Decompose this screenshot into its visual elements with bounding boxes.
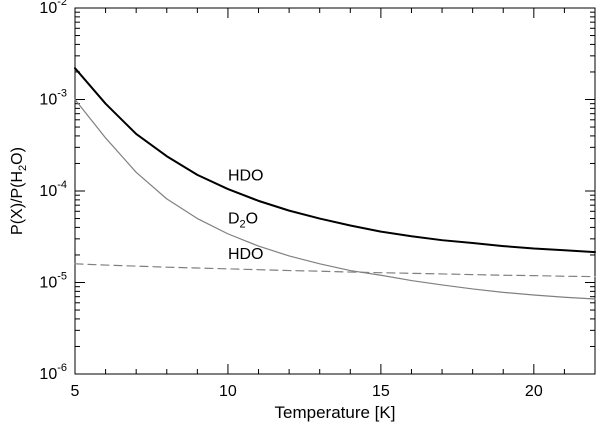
y-tick-exponent: -6 bbox=[57, 362, 67, 374]
x-tick-label: 10 bbox=[219, 383, 237, 400]
annotation-suffix: O bbox=[246, 211, 258, 228]
y-tick-label: 10-6 bbox=[39, 362, 67, 383]
y-tick-exponent: -3 bbox=[57, 88, 67, 100]
series-line-2 bbox=[74, 263, 596, 278]
series-annotation-0: HDO bbox=[228, 168, 264, 185]
annotation-sub: 2 bbox=[240, 219, 246, 231]
y-axis-label-suffix: O) bbox=[9, 147, 26, 165]
y-tick-label: 10-5 bbox=[39, 271, 67, 292]
x-tick-label: 20 bbox=[525, 383, 543, 400]
y-tick-base: 10 bbox=[39, 183, 57, 200]
y-tick-exponent: -4 bbox=[57, 179, 67, 191]
x-axis-label: Temperature [K] bbox=[275, 403, 396, 422]
y-axis-label-prefix: P(X)/P(H bbox=[9, 171, 26, 235]
annotation-prefix: D bbox=[228, 211, 240, 228]
series-annotation-1: D2O bbox=[228, 211, 258, 231]
y-tick-base: 10 bbox=[39, 366, 57, 383]
y-axis-label: P(X)/P(H2O) bbox=[9, 147, 29, 235]
y-tick-exponent: -2 bbox=[57, 0, 67, 8]
labels: Temperature [K] P(X)/P(H2O) bbox=[9, 147, 395, 422]
series-annotation-2: HDO bbox=[228, 246, 264, 263]
series-line-1 bbox=[74, 98, 596, 300]
y-tick-base: 10 bbox=[39, 275, 57, 292]
annotations: HDO D2O HDO bbox=[228, 168, 264, 264]
y-axis-label-sub: 2 bbox=[17, 165, 29, 171]
x-tick-label: 5 bbox=[71, 383, 80, 400]
y-tick-label: 10-3 bbox=[39, 88, 67, 109]
y-tick-label: 10-4 bbox=[39, 179, 67, 200]
series-line-0 bbox=[74, 67, 596, 254]
y-tick-base: 10 bbox=[39, 0, 57, 17]
y-tick-base: 10 bbox=[39, 92, 57, 109]
x-tick-label: 15 bbox=[372, 383, 390, 400]
y-tick-exponent: -5 bbox=[57, 271, 67, 283]
y-tick-label: 10-2 bbox=[39, 0, 67, 17]
plot-area bbox=[74, 7, 596, 375]
plot-frame bbox=[74, 7, 596, 375]
series-layer bbox=[74, 67, 596, 300]
